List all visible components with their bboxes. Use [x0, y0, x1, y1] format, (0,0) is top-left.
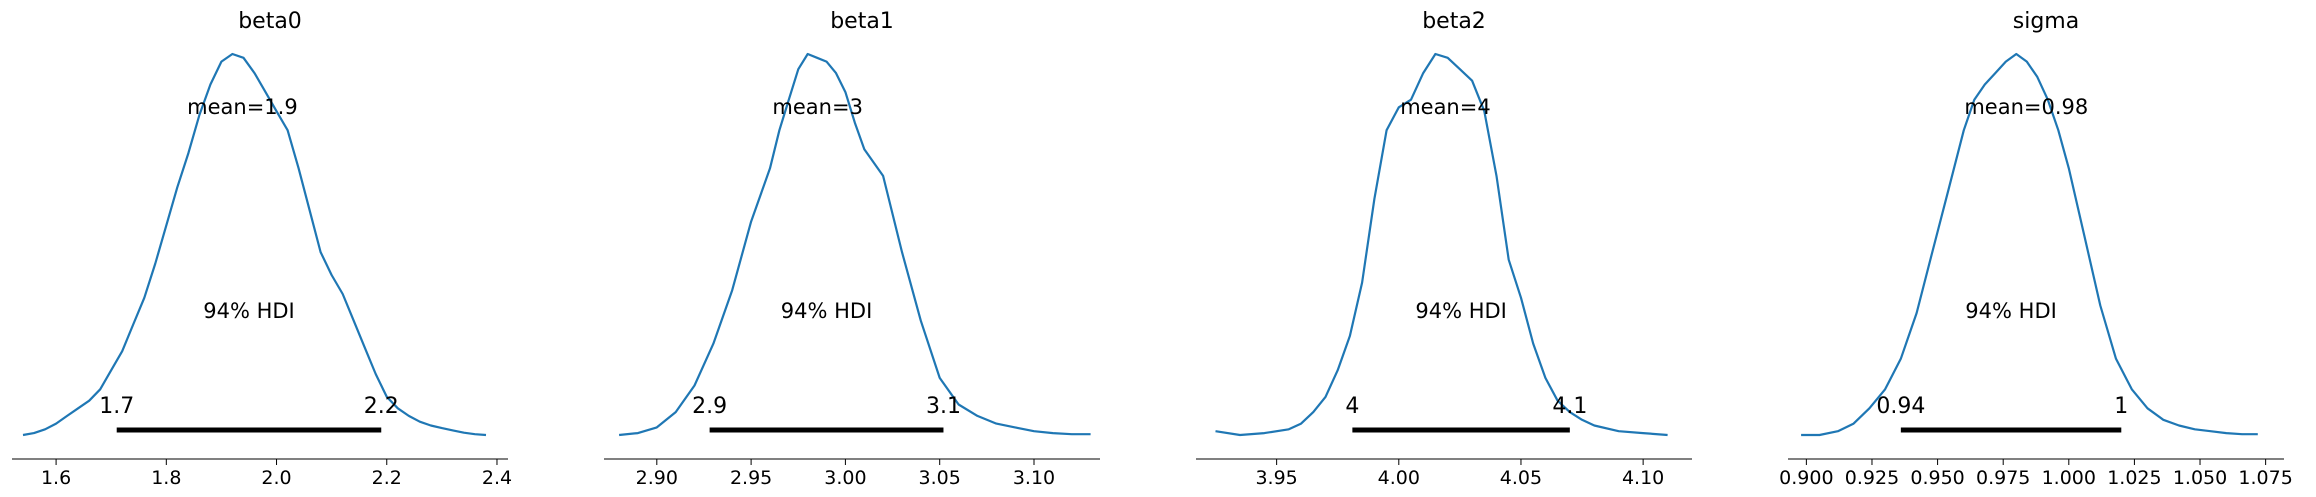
x-tick-label: 2.95 [730, 467, 772, 489]
x-tick-label: 1.050 [2173, 467, 2227, 489]
panel-title: beta1 [830, 9, 894, 34]
x-tick-label: 2.90 [636, 467, 678, 489]
x-tick-label: 4.00 [1378, 467, 1420, 489]
hdi-upper-label: 4.1 [1552, 394, 1587, 419]
hdi-lower-label: 4 [1345, 394, 1359, 419]
hdi-upper-label: 3.1 [926, 394, 961, 419]
x-tick-label: 3.95 [1255, 467, 1297, 489]
panel-beta0: 1.6 1.8 2.0 2.2 2.4 1.7 2.2 mean=1.9 94% HDI beta… [12, 9, 512, 489]
panel-title: beta0 [238, 9, 302, 34]
density-line [618, 52, 1091, 437]
hdi-lower-label: 1.7 [99, 394, 134, 419]
panel-title: beta2 [1422, 9, 1486, 34]
hdi-label: 94% HDI [1965, 299, 2057, 323]
density-line [22, 52, 487, 437]
panel-beta1: 2.90 2.95 3.00 3.05 3.10 2.9 3.1 mean=3 94% HDI b… [604, 9, 1100, 489]
x-tick-label: 1.6 [41, 467, 71, 489]
x-tick-label: 2.2 [372, 467, 402, 489]
hdi-label: 94% HDI [1415, 299, 1507, 323]
density-line [1215, 52, 1668, 437]
x-tick-label: 4.10 [1622, 467, 1664, 489]
x-tick-label: 0.900 [1779, 467, 1833, 489]
hdi-lower-label: 0.94 [1876, 394, 1925, 419]
hdi-label: 94% HDI [781, 299, 873, 323]
x-tick-label: 1.8 [151, 467, 181, 489]
panel-title: sigma [2013, 9, 2079, 34]
x-tick-label: 4.05 [1500, 467, 1542, 489]
hdi-lower-label: 2.9 [692, 394, 727, 419]
hdi-upper-label: 2.2 [364, 394, 399, 419]
x-tick-label: 0.975 [1976, 467, 2030, 489]
posterior-panels: 1.6 1.8 2.0 2.2 2.4 1.7 2.2 mean=1.9 94% HDI beta… [12, 9, 2293, 489]
x-tick-label: 3.00 [824, 467, 866, 489]
x-tick-label: 3.10 [1013, 467, 1055, 489]
x-tick-label: 0.925 [1845, 467, 1899, 489]
x-tick-label: 3.05 [919, 467, 961, 489]
hdi-upper-label: 1 [2114, 394, 2128, 419]
x-tick-label: 0.950 [1910, 467, 1964, 489]
mean-label: mean=3 [772, 95, 863, 119]
mean-label: mean=4 [1400, 95, 1491, 119]
density-line [1801, 52, 2258, 437]
x-tick-label: 2.0 [261, 467, 291, 489]
x-tick-label: 1.075 [2238, 467, 2292, 489]
x-tick-label: 2.4 [482, 467, 512, 489]
mean-label: mean=0.98 [1964, 95, 2088, 119]
panel-sigma: 0.900 0.925 0.950 0.975 1.000 1.025 1.050 1.075… [1779, 9, 2293, 489]
mean-label: mean=1.9 [187, 95, 298, 119]
hdi-label: 94% HDI [203, 299, 295, 323]
x-tick-label: 1.025 [2107, 467, 2161, 489]
x-tick-label: 1.000 [2042, 467, 2096, 489]
panel-beta2: 3.95 4.00 4.05 4.10 4 4.1 mean=4 94% HDI beta2 [1196, 9, 1692, 489]
